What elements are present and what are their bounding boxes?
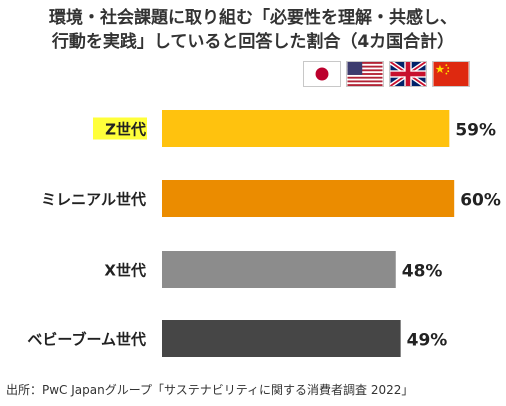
value-label: 48% [402, 262, 443, 282]
chart-title: 環境・社会課題に取り組む「必要性を理解・共感し、 行動を実践」していると回答した… [0, 6, 506, 54]
bar [162, 320, 401, 357]
category-highlight [93, 117, 147, 140]
bar [162, 251, 396, 288]
japan-flag-icon [303, 61, 341, 87]
usa-flag-icon [346, 61, 384, 87]
bar-chart: Z世代 59% ミレニアル世代 60% X世代 48% ベビーブーム世代 49% [27, 110, 501, 357]
value-label: 49% [407, 331, 448, 351]
uk-flag-icon [389, 61, 427, 87]
value-label: 60% [460, 191, 501, 211]
category-label: ベビーブーム世代 [27, 331, 146, 349]
title-line-1: 環境・社会課題に取り組む「必要性を理解・共感し、 [49, 8, 457, 28]
category-label: Z世代 [105, 121, 146, 139]
value-label: 59% [455, 121, 496, 141]
category-label: X世代 [104, 262, 146, 280]
source-note: 出所：PwC Japanグループ「サステナビリティに関する消費者調査 2022」 [6, 383, 414, 397]
bar [162, 110, 450, 147]
china-flag-icon [432, 61, 470, 87]
bar [162, 180, 455, 217]
country-flags [303, 61, 470, 87]
category-label: ミレニアル世代 [41, 191, 146, 209]
title-line-2: 行動を実践」していると回答した割合（4カ国合計） [51, 32, 455, 52]
